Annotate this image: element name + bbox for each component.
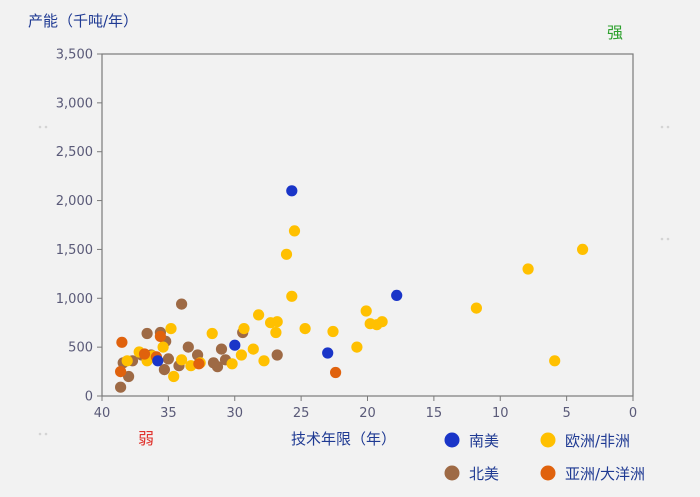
strong-annotation: 强 <box>607 23 623 42</box>
data-point <box>207 357 220 369</box>
data-point <box>193 358 205 370</box>
data-point <box>271 349 283 361</box>
data-point <box>270 326 282 339</box>
data-point <box>157 341 169 353</box>
data-point <box>176 354 188 366</box>
data-point <box>121 355 133 367</box>
y-tick-label: 500 <box>68 341 93 356</box>
x-tick-label: 40 <box>94 406 111 421</box>
data-point <box>215 343 228 355</box>
data-point <box>235 349 247 361</box>
data-point <box>265 317 277 329</box>
data-point <box>162 353 174 365</box>
data-point <box>351 341 363 353</box>
x-tick-label: 10 <box>492 406 509 421</box>
data-point <box>123 370 135 383</box>
axis-ticks: 40 35 30 25 20 15 10 5 005001,0001,5002,0002,500… <box>56 48 637 422</box>
x-tick-label: 35 <box>160 406 177 421</box>
data-point <box>286 185 298 197</box>
data-point <box>176 298 188 310</box>
data-point <box>238 323 250 335</box>
y-tick-label: 2,000 <box>56 194 93 209</box>
legend-label: 南美 <box>469 432 499 450</box>
y-tick-label: 0 <box>85 390 93 405</box>
data-point <box>577 243 589 255</box>
data-point <box>327 325 339 338</box>
x-tick-label: 30 <box>226 406 243 421</box>
y-tick-label: 1,500 <box>56 243 93 258</box>
data-point <box>522 263 534 275</box>
data-point <box>115 381 127 393</box>
legend-marker <box>540 465 556 481</box>
legend-label: 欧洲/非洲 <box>565 432 630 450</box>
data-point <box>206 327 218 340</box>
data-point <box>168 370 180 383</box>
data-point <box>229 339 241 351</box>
y-tick-label: 2,500 <box>56 145 93 160</box>
data-point <box>253 309 265 321</box>
data-points <box>115 185 589 393</box>
legend-label: 亚洲/大洋洲 <box>565 465 645 483</box>
x-tick-label: 15 <box>426 406 443 421</box>
data-point <box>226 358 238 370</box>
data-point <box>247 343 259 355</box>
legend-marker <box>444 465 460 481</box>
data-point <box>549 355 561 367</box>
legend-marker <box>540 432 556 448</box>
legend-label: 北美 <box>469 465 499 483</box>
data-point <box>322 347 334 359</box>
x-tick-label: 5 <box>562 406 570 421</box>
data-point <box>470 302 482 314</box>
data-point <box>115 366 127 378</box>
y-axis-label: 产能（千吨/年） <box>28 12 138 30</box>
data-point <box>288 225 301 237</box>
data-point <box>158 364 170 376</box>
data-point <box>286 290 298 302</box>
data-point <box>138 348 151 360</box>
x-tick-label: 25 <box>293 406 310 421</box>
y-tick-label: 1,000 <box>56 292 93 307</box>
data-point <box>280 248 293 260</box>
plot-area <box>101 53 634 397</box>
x-tick-label: 20 <box>359 406 376 421</box>
data-point <box>376 316 388 328</box>
data-point <box>360 305 372 317</box>
data-point <box>330 366 342 379</box>
data-point <box>116 336 128 348</box>
data-point <box>258 355 270 367</box>
data-point <box>141 327 153 340</box>
weak-annotation: 弱 <box>138 429 154 448</box>
data-point <box>154 330 166 342</box>
y-tick-label: 3,000 <box>56 96 93 111</box>
data-point <box>391 289 403 301</box>
data-point <box>182 341 194 353</box>
data-point <box>152 355 164 367</box>
x-axis-label: 技术年限（年） <box>291 430 396 448</box>
y-tick-label: 3,500 <box>56 48 93 63</box>
data-point <box>299 323 311 335</box>
data-point <box>165 323 177 335</box>
legend-marker <box>444 432 460 448</box>
x-tick-label: 0 <box>629 406 637 421</box>
